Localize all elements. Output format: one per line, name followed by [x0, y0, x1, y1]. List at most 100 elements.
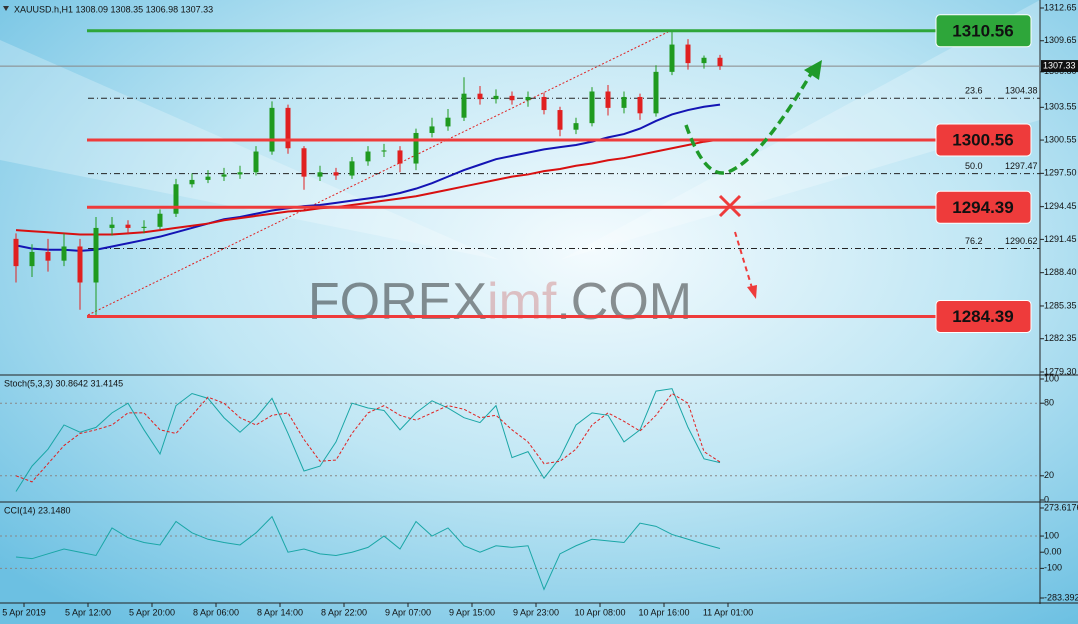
x-tick-label: 9 Apr 23:00 — [513, 607, 559, 617]
level-label: 1294.39 — [952, 198, 1013, 217]
level-label: 1300.56 — [952, 130, 1013, 149]
current-price-label: 1307.33 — [1043, 60, 1076, 70]
candle-body — [381, 150, 387, 152]
y-tick-label: 1300.55 — [1044, 134, 1077, 144]
candle-body — [717, 57, 723, 67]
candle-body — [589, 91, 595, 124]
candle-body — [61, 246, 67, 261]
candle-body — [685, 44, 691, 64]
x-tick-label: 5 Apr 2019 — [2, 607, 46, 617]
bearish-arrow — [734, 231, 753, 289]
x-tick-label: 8 Apr 14:00 — [257, 607, 303, 617]
arrow-head — [747, 285, 757, 299]
light-ray — [560, 0, 1040, 260]
candle-body — [509, 95, 515, 101]
annotations — [684, 60, 822, 299]
fib-ratio: 50.0 — [965, 161, 983, 171]
series-line — [15, 392, 721, 483]
y-tick-label: 100 — [1044, 373, 1059, 383]
watermark-part: .COM — [556, 273, 692, 331]
fib-ratio: 23.6 — [965, 86, 983, 96]
cross — [718, 194, 742, 218]
candle-body — [157, 213, 163, 227]
x-tick-label: 9 Apr 15:00 — [449, 607, 495, 617]
y-tick-label: 0 — [1044, 494, 1049, 504]
y-tick-label: 1279.30 — [1044, 366, 1077, 376]
x-tick-label: 11 Apr 01:00 — [703, 607, 753, 617]
fib-price: 1290.62 — [1005, 236, 1038, 246]
y-tick-label: 1294.45 — [1044, 201, 1077, 211]
y-tick-label: -283.392 — [1044, 592, 1078, 602]
candle-body — [477, 93, 483, 100]
x-tick-label: 9 Apr 07:00 — [385, 607, 431, 617]
series-line — [15, 388, 721, 492]
candle-body — [221, 174, 227, 177]
candle-body — [285, 107, 291, 149]
level-box — [935, 299, 1032, 333]
y-tick-label: 1282.35 — [1044, 333, 1077, 343]
candle-body — [93, 227, 99, 283]
fib-price: 1304.38 — [1005, 86, 1038, 96]
candle-body — [493, 95, 499, 100]
fib-trendline — [87, 31, 669, 316]
candle-body — [45, 251, 51, 261]
candle-body — [109, 224, 115, 228]
y-tick-label: 1288.40 — [1044, 267, 1077, 277]
candle-body — [141, 226, 147, 228]
arrow-head — [804, 60, 822, 80]
y-tick-label: 1285.35 — [1044, 300, 1077, 310]
light-ray — [0, 40, 500, 260]
fib-price: 1297.47 — [1005, 161, 1038, 171]
candle-body — [541, 96, 547, 111]
bullish-arrow — [684, 71, 814, 175]
candle-body — [573, 123, 579, 130]
candle-body — [301, 148, 307, 177]
panel-title: CCI(14) 23.1480 — [4, 505, 71, 515]
candle-body — [237, 172, 243, 175]
level-box — [935, 123, 1032, 157]
candle-body — [253, 151, 259, 173]
candle-body — [29, 251, 35, 267]
y-tick-label: 80 — [1044, 398, 1054, 408]
x-tick-label: 8 Apr 22:00 — [321, 607, 367, 617]
candle-body — [173, 184, 179, 214]
y-tick-label: 0.00 — [1044, 547, 1062, 557]
x-tick-label: 8 Apr 06:00 — [193, 607, 239, 617]
fib-ratio: 76.2 — [965, 236, 983, 246]
x-tick-label: 10 Apr 08:00 — [574, 607, 625, 617]
x-tick-label: 10 Apr 16:00 — [638, 607, 689, 617]
level-label: 1310.56 — [952, 21, 1013, 40]
candle-body — [13, 238, 19, 267]
chart-title: XAUUSD.h,H1 1308.09 1308.35 1306.98 1307… — [14, 4, 213, 14]
level-label: 1284.39 — [952, 307, 1013, 326]
candle-body — [701, 57, 707, 64]
candle-body — [189, 179, 195, 185]
candle-body — [269, 107, 275, 152]
menu-icon — [3, 6, 9, 11]
x-tick-label: 5 Apr 20:00 — [129, 607, 175, 617]
candle-body — [445, 117, 451, 127]
candle-body — [429, 126, 435, 133]
y-tick-label: 1297.50 — [1044, 168, 1077, 178]
candle-body — [605, 91, 611, 108]
candle-body — [349, 161, 355, 176]
watermark-part: FOREX — [308, 273, 487, 331]
candle-body — [333, 172, 339, 176]
candle-body — [461, 93, 467, 118]
candle-body — [669, 44, 675, 72]
x-tick-label: 5 Apr 12:00 — [65, 607, 111, 617]
level-box — [935, 14, 1032, 48]
y-tick-label: 1291.45 — [1044, 234, 1077, 244]
candle-body — [621, 96, 627, 108]
panel-title: Stoch(5,3,3) 30.8642 31.4145 — [4, 378, 123, 388]
series-line — [15, 515, 721, 591]
candle-body — [317, 172, 323, 177]
candle-body — [637, 96, 643, 114]
candle-body — [77, 246, 83, 283]
candle-body — [413, 132, 419, 164]
level-box — [935, 190, 1032, 224]
candle-body — [365, 151, 371, 162]
watermark: FOREXimf.COM — [308, 273, 692, 331]
